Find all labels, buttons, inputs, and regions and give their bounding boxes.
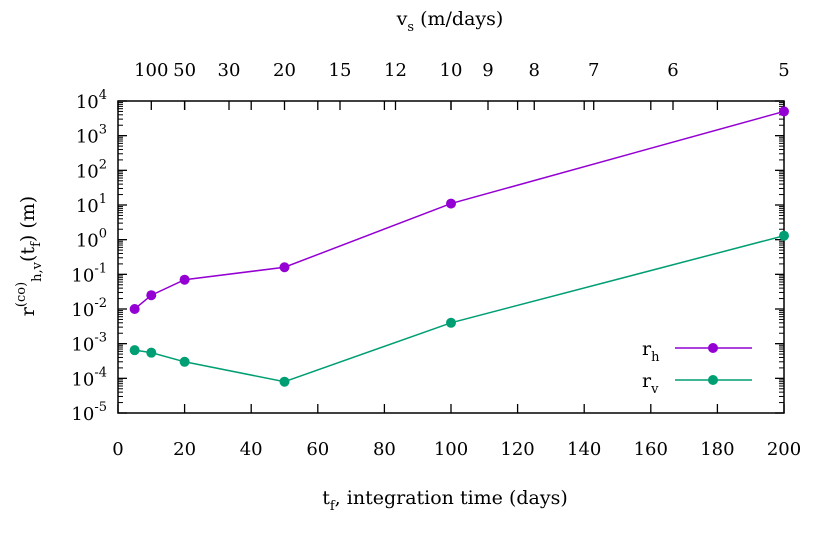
- x2-tick-label: 20: [273, 60, 296, 81]
- x-tick-label: 200: [767, 439, 801, 460]
- x-tick-label: 0: [112, 439, 123, 460]
- x-tick-label: 40: [240, 439, 263, 460]
- x2-tick-label: 30: [218, 60, 241, 81]
- top-axis-label: vs (m/days): [396, 8, 504, 35]
- tick-marks: [117, 100, 785, 414]
- x2-tick-label: 7: [588, 60, 599, 81]
- y-tick-label: 10-2: [71, 296, 107, 321]
- data-point-h: [129, 304, 140, 314]
- y-tick-label: 101: [76, 192, 107, 217]
- x2-tick-label: 8: [529, 60, 540, 81]
- legend-marker-v: [708, 375, 718, 385]
- data-point-h: [446, 198, 456, 209]
- data-point-v: [179, 356, 190, 367]
- data-point-h: [179, 274, 190, 285]
- data-point-v: [129, 345, 140, 356]
- x2-tick-label: 100: [134, 60, 168, 81]
- x2-tick-label: 6: [667, 60, 678, 81]
- data-point-v: [779, 230, 789, 241]
- data-point-v: [146, 347, 157, 358]
- x-tick-label: 180: [700, 439, 734, 460]
- series-line-v: [134, 234, 785, 383]
- x2-tick-label: 15: [329, 60, 352, 81]
- legend-label-v: rv: [642, 370, 659, 397]
- x-tick-label: 20: [173, 439, 196, 460]
- legend-label-h: rh: [642, 338, 660, 365]
- x-tick-label: 100: [434, 439, 468, 460]
- x-tick-label: 140: [567, 439, 601, 460]
- y-tick-label: 10-3: [71, 331, 107, 356]
- x2-tick-label: 10: [440, 60, 463, 81]
- x2-tick-label: 5: [778, 60, 789, 81]
- series-line-h: [134, 110, 785, 310]
- data-point-h: [779, 106, 789, 117]
- x2-tick-label: 9: [482, 60, 493, 81]
- data-point-v: [446, 317, 456, 328]
- y-tick-label: 102: [76, 157, 107, 182]
- plot-frame: [117, 100, 785, 414]
- series-group: [129, 106, 789, 387]
- y-tick-label: 10-1: [71, 261, 107, 286]
- x-tick-label: 160: [634, 439, 668, 460]
- x-axis-label: tf, integration time (days): [322, 487, 568, 514]
- data-point-h: [146, 290, 157, 301]
- y-axis-label: r(co)h,v(tf) (m): [14, 196, 45, 316]
- y-tick-label: 10-4: [71, 365, 107, 390]
- legend-marker-h: [708, 343, 718, 353]
- x-tick-label: 60: [306, 439, 329, 460]
- data-point-v: [279, 376, 290, 387]
- x2-tick-label: 12: [384, 60, 407, 81]
- y-tick-label: 104: [76, 88, 107, 113]
- x-tick-label: 80: [373, 439, 396, 460]
- x2-tick-label: 50: [173, 60, 196, 81]
- legend: rh rv: [642, 338, 752, 397]
- data-point-h: [279, 262, 290, 273]
- y-tick-label: 10-5: [71, 400, 107, 425]
- y-tick-label: 103: [76, 123, 107, 148]
- axes: [117, 100, 785, 414]
- y-tick-label: 100: [76, 227, 107, 252]
- x-tick-label: 120: [500, 439, 534, 460]
